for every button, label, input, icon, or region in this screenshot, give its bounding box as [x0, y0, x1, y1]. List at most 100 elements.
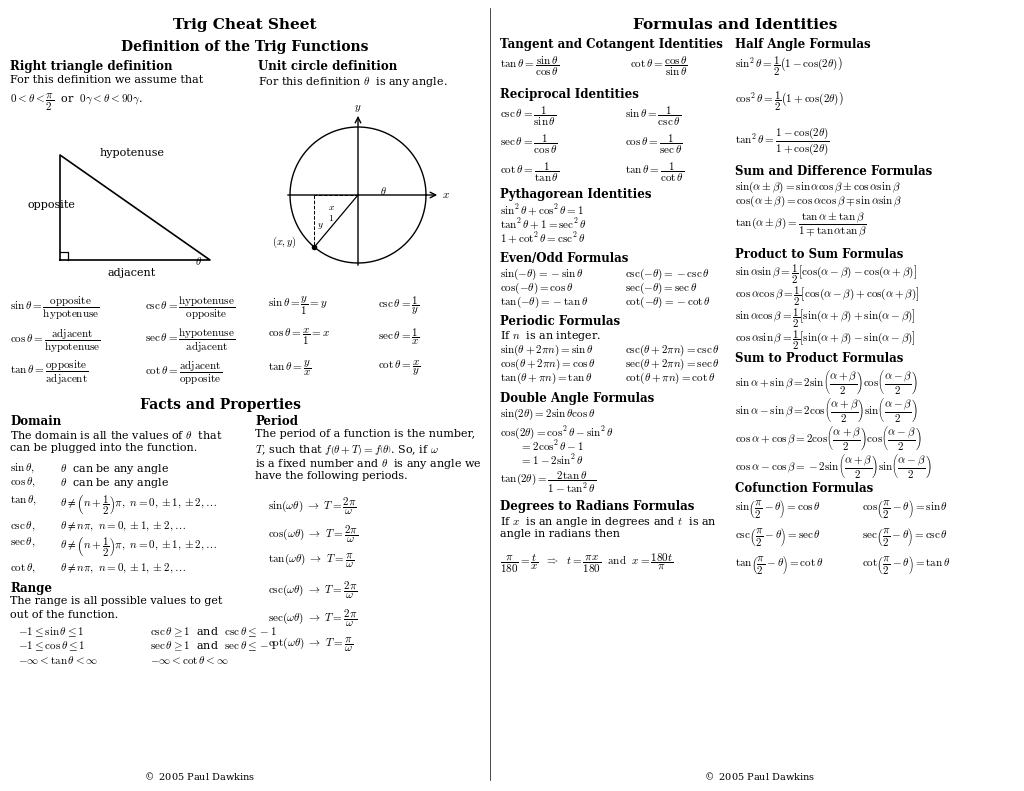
Text: Reciprocal Identities: Reciprocal Identities — [500, 88, 639, 101]
Text: $\sin(\alpha\pm\beta)=\sin\alpha\cos\beta\pm\cos\alpha\sin\beta$: $\sin(\alpha\pm\beta)=\sin\alpha\cos\bet… — [735, 180, 901, 195]
Text: Formulas and Identities: Formulas and Identities — [633, 18, 838, 32]
Text: $\cot\theta=\dfrac{\cos\theta}{\sin\theta}$: $\cot\theta=\dfrac{\cos\theta}{\sin\thet… — [630, 55, 688, 78]
Text: $\cos\alpha\cos\beta=\dfrac{1}{2}\left[\cos(\alpha-\beta)+\cos(\alpha+\beta)\rig: $\cos\alpha\cos\beta=\dfrac{1}{2}\left[\… — [735, 285, 920, 308]
Text: $\cos\theta=\dfrac{\mathrm{adjacent}}{\mathrm{hypotenuse}}$: $\cos\theta=\dfrac{\mathrm{adjacent}}{\m… — [10, 327, 101, 355]
Text: out of the function.: out of the function. — [10, 610, 118, 620]
Text: $\cos\theta=\dfrac{1}{\sec\theta}$: $\cos\theta=\dfrac{1}{\sec\theta}$ — [625, 133, 682, 157]
Text: $=2\cos^2\theta-1$: $=2\cos^2\theta-1$ — [520, 438, 584, 452]
Text: $\cot\theta=\dfrac{\mathrm{adjacent}}{\mathrm{opposite}}$: $\cot\theta=\dfrac{\mathrm{adjacent}}{\m… — [145, 359, 222, 388]
Text: $\theta\neq\left(n+\dfrac{1}{2}\right)\pi,\ n=0,\pm1,\pm2,\ldots$: $\theta\neq\left(n+\dfrac{1}{2}\right)\p… — [60, 536, 217, 559]
Text: $\sin\alpha+\sin\beta=2\sin\!\left(\dfrac{\alpha+\beta}{2}\right)\cos\!\left(\df: $\sin\alpha+\sin\beta=2\sin\!\left(\dfra… — [735, 368, 918, 396]
Text: $\sec\theta\geq1$  and  $\sec\theta\leq-1$: $\sec\theta\geq1$ and $\sec\theta\leq-1$ — [150, 640, 278, 653]
Text: Periodic Formulas: Periodic Formulas — [500, 315, 621, 328]
Text: $\theta\neq\left(n+\dfrac{1}{2}\right)\pi,\ n=0,\pm1,\pm2,\ldots$: $\theta\neq\left(n+\dfrac{1}{2}\right)\p… — [60, 494, 217, 517]
Text: $\sin(2\theta)=2\sin\theta\cos\theta$: $\sin(2\theta)=2\sin\theta\cos\theta$ — [500, 407, 595, 422]
Text: If $x$  is an angle in degrees and $t$  is an: If $x$ is an angle in degrees and $t$ is… — [500, 515, 717, 529]
Text: $\sin\theta=\dfrac{1}{\csc\theta}$: $\sin\theta=\dfrac{1}{\csc\theta}$ — [625, 105, 681, 128]
Text: Half Angle Formulas: Half Angle Formulas — [735, 38, 870, 51]
Text: The domain is all the values of $\theta$  that: The domain is all the values of $\theta$… — [10, 429, 222, 441]
Text: Pythagorean Identities: Pythagorean Identities — [500, 188, 651, 201]
Text: $\cot\theta=\dfrac{1}{\tan\theta}$: $\cot\theta=\dfrac{1}{\tan\theta}$ — [500, 161, 559, 184]
Text: $\sin\alpha\cos\beta=\dfrac{1}{2}\left[\sin(\alpha+\beta)+\sin(\alpha-\beta)\rig: $\sin\alpha\cos\beta=\dfrac{1}{2}\left[\… — [735, 307, 915, 331]
Text: $-\infty<\tan\theta<\infty$: $-\infty<\tan\theta<\infty$ — [18, 654, 98, 666]
Text: Facts and Properties: Facts and Properties — [139, 398, 300, 412]
Text: $\tan(-\theta)=-\tan\theta$: $\tan(-\theta)=-\tan\theta$ — [500, 295, 589, 310]
Text: $\csc\theta=\dfrac{1}{y}$: $\csc\theta=\dfrac{1}{y}$ — [378, 295, 419, 317]
Text: $\sin(-\theta)=-\sin\theta$: $\sin(-\theta)=-\sin\theta$ — [500, 267, 584, 282]
Text: $\sec\theta,$: $\sec\theta,$ — [10, 536, 36, 550]
Text: $\cot(\theta+\pi n)=\cot\theta$: $\cot(\theta+\pi n)=\cot\theta$ — [625, 371, 715, 386]
Text: can be plugged into the function.: can be plugged into the function. — [10, 443, 198, 453]
Text: $\theta\neq n\pi,\ n=0,\pm1,\pm2,\ldots$: $\theta\neq n\pi,\ n=0,\pm1,\pm2,\ldots$ — [60, 520, 186, 533]
Text: $\cos\alpha+\cos\beta=2\cos\!\left(\dfrac{\alpha+\beta}{2}\right)\cos\!\left(\df: $\cos\alpha+\cos\beta=2\cos\!\left(\dfra… — [735, 424, 922, 452]
Text: $\sin^2\theta=\dfrac{1}{2}\left(1-\cos(2\theta)\right)$: $\sin^2\theta=\dfrac{1}{2}\left(1-\cos(2… — [735, 55, 843, 78]
Text: Even/Odd Formulas: Even/Odd Formulas — [500, 252, 629, 265]
Text: $x$: $x$ — [442, 190, 450, 200]
Text: Tangent and Cotangent Identities: Tangent and Cotangent Identities — [500, 38, 723, 51]
Text: The range is all possible values to get: The range is all possible values to get — [10, 596, 222, 606]
Text: $0<\theta<\dfrac{\pi}{2}$  or  $0°<\theta<90°$.: $0<\theta<\dfrac{\pi}{2}$ or $0°<\theta<… — [10, 92, 142, 113]
Text: $\tan^2\theta=\dfrac{1-\cos(2\theta)}{1+\cos(2\theta)}$: $\tan^2\theta=\dfrac{1-\cos(2\theta)}{1+… — [735, 125, 829, 157]
Text: $\cos\theta,$: $\cos\theta,$ — [10, 476, 36, 490]
Text: If $n$  is an integer.: If $n$ is an integer. — [500, 329, 601, 343]
Text: Double Angle Formulas: Double Angle Formulas — [500, 392, 654, 405]
Text: adjacent: adjacent — [108, 268, 156, 278]
Text: $-\infty<\cot\theta<\infty$: $-\infty<\cot\theta<\infty$ — [150, 654, 229, 666]
Text: $\tan(2\theta)=\dfrac{2\tan\theta}{1-\tan^2\theta}$: $\tan(2\theta)=\dfrac{2\tan\theta}{1-\ta… — [500, 470, 596, 495]
Text: $\cos\alpha-\cos\beta=-2\sin\!\left(\dfrac{\alpha+\beta}{2}\right)\sin\!\left(\d: $\cos\alpha-\cos\beta=-2\sin\!\left(\dfr… — [735, 452, 932, 480]
Text: $\cos\theta=\dfrac{x}{1}=x$: $\cos\theta=\dfrac{x}{1}=x$ — [268, 327, 331, 347]
Text: $\csc(\theta+2\pi n)=\csc\theta$: $\csc(\theta+2\pi n)=\csc\theta$ — [625, 343, 720, 358]
Text: $\cos(\alpha\pm\beta)=\cos\alpha\cos\beta\mp\sin\alpha\sin\beta$: $\cos(\alpha\pm\beta)=\cos\alpha\cos\bet… — [735, 194, 902, 210]
Text: For this definition we assume that: For this definition we assume that — [10, 75, 203, 85]
Text: $\tan\!\left(\dfrac{\pi}{2}-\theta\right)=\cot\theta$: $\tan\!\left(\dfrac{\pi}{2}-\theta\right… — [735, 554, 823, 576]
Text: $\tan(\theta+\pi n)=\tan\theta$: $\tan(\theta+\pi n)=\tan\theta$ — [500, 371, 593, 386]
Text: $\sin\!\left(\dfrac{\pi}{2}-\theta\right)=\cos\theta$: $\sin\!\left(\dfrac{\pi}{2}-\theta\right… — [735, 498, 821, 520]
Text: Product to Sum Formulas: Product to Sum Formulas — [735, 248, 903, 261]
Text: Domain: Domain — [10, 415, 61, 428]
Text: is a fixed number and $\theta$  is any angle we: is a fixed number and $\theta$ is any an… — [255, 457, 482, 471]
Text: Unit circle definition: Unit circle definition — [258, 60, 397, 73]
Text: Degrees to Radians Formulas: Degrees to Radians Formulas — [500, 500, 694, 513]
Text: $\copyright$  2005 Paul Dawkins: $\copyright$ 2005 Paul Dawkins — [145, 770, 255, 782]
Text: $\sin(\theta+2\pi n)=\sin\theta$: $\sin(\theta+2\pi n)=\sin\theta$ — [500, 343, 594, 358]
Text: $\tan\theta=\dfrac{\mathrm{opposite}}{\mathrm{adjacent}}$: $\tan\theta=\dfrac{\mathrm{opposite}}{\m… — [10, 359, 88, 388]
Text: $\cos\alpha\sin\beta=\dfrac{1}{2}\left[\sin(\alpha+\beta)-\sin(\alpha-\beta)\rig: $\cos\alpha\sin\beta=\dfrac{1}{2}\left[\… — [735, 329, 915, 353]
Text: $\theta$  can be any angle: $\theta$ can be any angle — [60, 462, 169, 476]
Text: opposite: opposite — [28, 200, 76, 210]
Text: $\tan\theta,$: $\tan\theta,$ — [10, 494, 37, 507]
Text: have the following periods.: have the following periods. — [255, 471, 408, 481]
Text: $\tan(\alpha\pm\beta)=\dfrac{\tan\alpha\pm\tan\beta}{1\mp\tan\alpha\tan\beta}$: $\tan(\alpha\pm\beta)=\dfrac{\tan\alpha\… — [735, 210, 867, 239]
Text: $\sec\theta=\dfrac{1}{\cos\theta}$: $\sec\theta=\dfrac{1}{\cos\theta}$ — [500, 133, 557, 157]
Text: $\sec(\theta+2\pi n)=\sec\theta$: $\sec(\theta+2\pi n)=\sec\theta$ — [625, 357, 720, 373]
Text: $\cos\!\left(\dfrac{\pi}{2}-\theta\right)=\sin\theta$: $\cos\!\left(\dfrac{\pi}{2}-\theta\right… — [862, 498, 948, 520]
Text: $-1\leq\cos\theta\leq1$: $-1\leq\cos\theta\leq1$ — [18, 640, 86, 653]
Text: $(x, y)$: $(x, y)$ — [272, 235, 297, 251]
Text: Range: Range — [10, 582, 52, 595]
Text: $T$, such that $f\left(\theta+T\right)=f\left(\theta\right)$. So, if $\omega$: $T$, such that $f\left(\theta+T\right)=f… — [255, 443, 438, 457]
Text: Definition of the Trig Functions: Definition of the Trig Functions — [121, 40, 369, 54]
Text: $\copyright$  2005 Paul Dawkins: $\copyright$ 2005 Paul Dawkins — [705, 770, 815, 782]
Text: $=1-2\sin^2\theta$: $=1-2\sin^2\theta$ — [520, 452, 584, 467]
Text: $\tan\theta=\dfrac{y}{x}$: $\tan\theta=\dfrac{y}{x}$ — [268, 359, 311, 378]
Text: $\sin(\omega\theta)\ \rightarrow\ T=\dfrac{2\pi}{\omega}$: $\sin(\omega\theta)\ \rightarrow\ T=\dfr… — [268, 496, 356, 517]
Text: $\sin\theta,$: $\sin\theta,$ — [10, 462, 35, 475]
Text: angle in radians then: angle in radians then — [500, 529, 620, 539]
Text: $\cos^2\theta=\dfrac{1}{2}\left(1+\cos(2\theta)\right)$: $\cos^2\theta=\dfrac{1}{2}\left(1+\cos(2… — [735, 90, 844, 113]
Text: $\csc\theta=\dfrac{\mathrm{hypotenuse}}{\mathrm{opposite}}$: $\csc\theta=\dfrac{\mathrm{hypotenuse}}{… — [145, 295, 236, 323]
Text: Sum and Difference Formulas: Sum and Difference Formulas — [735, 165, 932, 178]
Text: $\csc\!\left(\dfrac{\pi}{2}-\theta\right)=\sec\theta$: $\csc\!\left(\dfrac{\pi}{2}-\theta\right… — [735, 526, 821, 548]
Text: $\dfrac{\pi}{180}=\dfrac{t}{x}\ \ \Rightarrow\ \ t=\dfrac{\pi x}{180}\ \ \mathrm: $\dfrac{\pi}{180}=\dfrac{t}{x}\ \ \Right… — [500, 552, 674, 576]
Text: $\cot\!\left(\dfrac{\pi}{2}-\theta\right)=\tan\theta$: $\cot\!\left(\dfrac{\pi}{2}-\theta\right… — [862, 554, 950, 576]
Text: hypotenuse: hypotenuse — [99, 148, 165, 158]
Text: $\theta$: $\theta$ — [380, 185, 387, 197]
Text: $\sec(-\theta)=\sec\theta$: $\sec(-\theta)=\sec\theta$ — [625, 281, 697, 297]
Text: $\cot\theta=\dfrac{x}{y}$: $\cot\theta=\dfrac{x}{y}$ — [378, 359, 421, 378]
Text: $\tan\theta=\dfrac{\sin\theta}{\cos\theta}$: $\tan\theta=\dfrac{\sin\theta}{\cos\thet… — [500, 55, 559, 78]
Text: $\sin\theta=\dfrac{y}{1}=y$: $\sin\theta=\dfrac{y}{1}=y$ — [268, 295, 328, 317]
Text: $\cos(\omega\theta)\ \rightarrow\ T=\dfrac{2\pi}{\omega}$: $\cos(\omega\theta)\ \rightarrow\ T=\dfr… — [268, 524, 358, 546]
Text: $\tan^2\theta+1=\sec^2\theta$: $\tan^2\theta+1=\sec^2\theta$ — [500, 217, 587, 232]
Text: $\theta$: $\theta$ — [195, 255, 202, 267]
Text: $\csc(-\theta)=-\csc\theta$: $\csc(-\theta)=-\csc\theta$ — [625, 267, 710, 282]
Text: $\theta\neq n\pi,\ n=0,\pm1,\pm2,\ldots$: $\theta\neq n\pi,\ n=0,\pm1,\pm2,\ldots$ — [60, 562, 186, 575]
Text: For this definition $\theta$  is any angle.: For this definition $\theta$ is any angl… — [258, 75, 447, 89]
